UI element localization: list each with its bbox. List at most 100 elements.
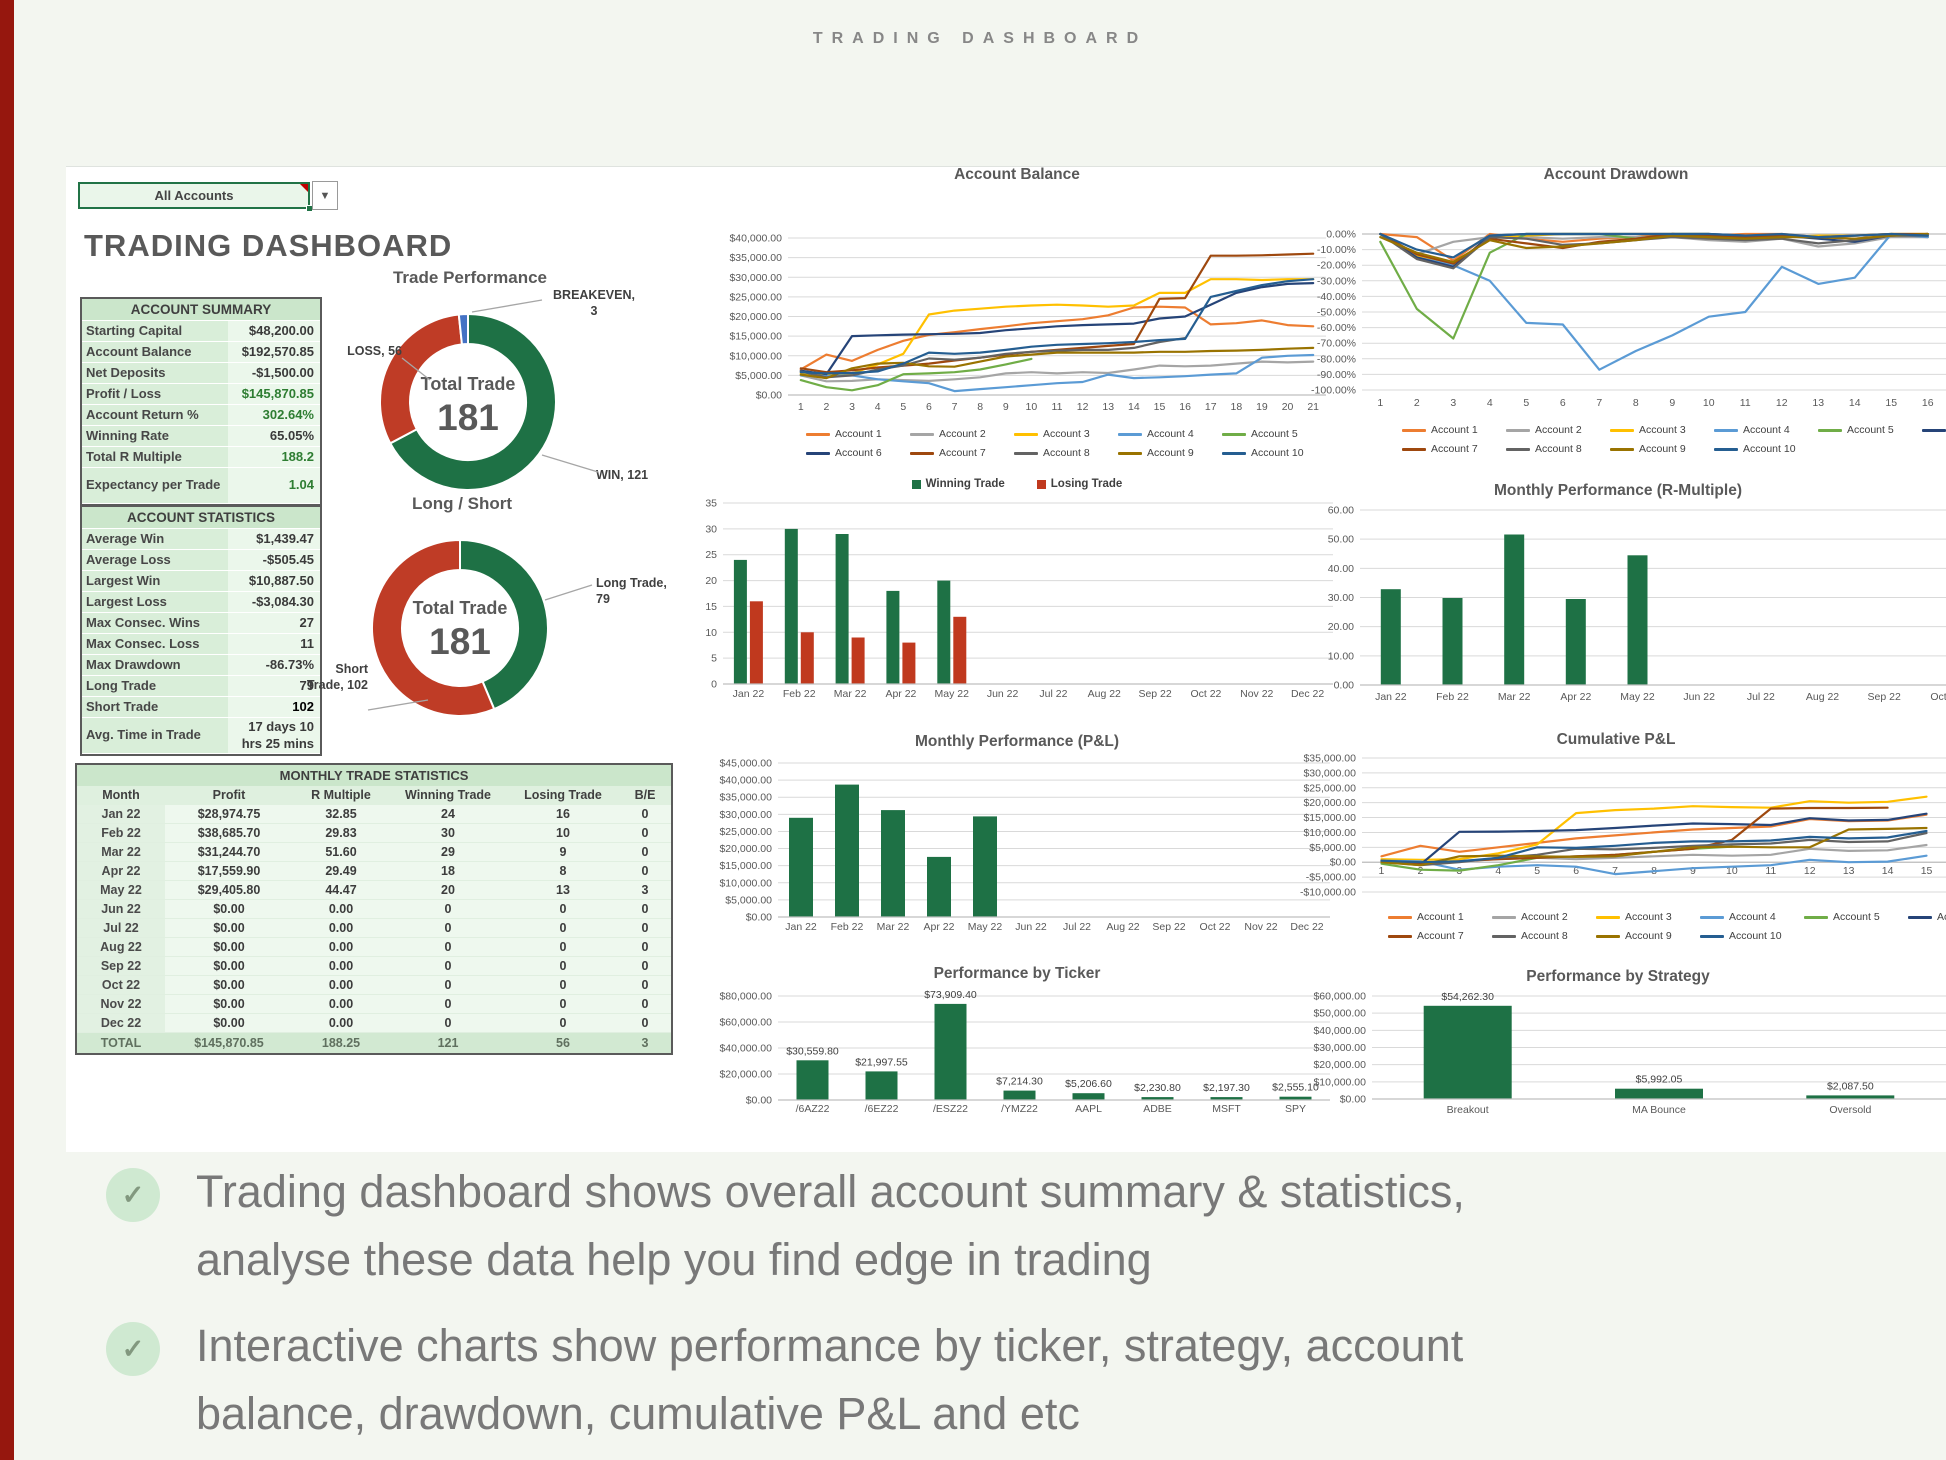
svg-text:Jun 22: Jun 22: [1683, 691, 1715, 703]
comment-indicator-icon: [300, 184, 308, 192]
svg-text:-100.00%: -100.00%: [1311, 385, 1356, 397]
chart-legend: Account 1 Account 2 Account 3 Account 4 Acco…: [1388, 911, 1946, 949]
table-row: Mar 22 $31,244.70 51.60 29 9 0: [77, 843, 671, 862]
svg-text:16: 16: [1922, 397, 1934, 409]
svg-text:$5,992.05: $5,992.05: [1636, 1074, 1683, 1086]
svg-text:-10.00%: -10.00%: [1317, 244, 1356, 256]
svg-text:/6EZ22: /6EZ22: [865, 1103, 899, 1115]
svg-text:5: 5: [1523, 397, 1529, 409]
svg-text:/6AZ22: /6AZ22: [796, 1103, 830, 1115]
svg-text:13: 13: [1812, 397, 1824, 409]
col-be: B/E: [619, 786, 671, 805]
svg-text:Dec 22: Dec 22: [1291, 688, 1324, 700]
svg-text:$2,087.50: $2,087.50: [1827, 1080, 1874, 1092]
col-rmultiple: R Multiple: [293, 786, 389, 805]
svg-text:$35,000.00: $35,000.00: [729, 252, 782, 264]
svg-text:Jul 22: Jul 22: [1039, 688, 1067, 700]
svg-text:$25,000.00: $25,000.00: [719, 826, 772, 838]
table-row: Winning Rate 65.05%: [82, 426, 320, 447]
page-title: TRADING DASHBOARD: [812, 30, 1148, 47]
svg-text:ADBE: ADBE: [1143, 1103, 1172, 1115]
chart-plot: 60.00 50.00 40.00 30.00 20.00 10.00 0.00 Jan 22…: [1328, 505, 1946, 703]
svg-text:10: 10: [705, 627, 717, 639]
monthly-trade-statistics-table[interactable]: MONTHLY TRADE STATISTICS Month Profit R …: [75, 763, 673, 1055]
svg-text:15: 15: [705, 601, 717, 613]
chart-account-balance[interactable]: Account Balance $40,000.00 $35,000.00 $30,…: [692, 160, 1342, 475]
svg-text:May 22: May 22: [935, 688, 970, 700]
svg-text:3: 3: [849, 401, 855, 413]
svg-text:4: 4: [875, 401, 881, 413]
svg-text:Oct 22: Oct 22: [1200, 921, 1231, 933]
svg-text:7: 7: [1612, 865, 1618, 877]
svg-text:Nov 22: Nov 22: [1240, 688, 1273, 700]
svg-text:9: 9: [1669, 397, 1675, 409]
footer-bullet-2: Interactive charts show performance by t…: [196, 1320, 1464, 1439]
svg-text:20: 20: [705, 575, 717, 587]
svg-text:$60,000.00: $60,000.00: [1313, 991, 1366, 1003]
svg-text:$20,000.00: $20,000.00: [729, 311, 782, 323]
svg-text:$2,197.30: $2,197.30: [1203, 1082, 1250, 1094]
check-icon: ✓: [106, 1322, 160, 1376]
chart-account-drawdown[interactable]: Account Drawdown 0.00% -10.00% -20.00% -30.…: [1286, 160, 1946, 475]
svg-text:$20,000.00: $20,000.00: [1303, 797, 1356, 809]
svg-text:11: 11: [1052, 401, 1063, 413]
svg-text:$15,000.00: $15,000.00: [729, 331, 782, 343]
chart-legend: Account 1 Account 2 Account 3 Account 4 Acco…: [806, 428, 1336, 466]
svg-text:14: 14: [1882, 865, 1894, 877]
account-filter-dropdown-button[interactable]: ▼: [312, 181, 338, 210]
chart-plot: 0.00% -10.00% -20.00% -30.00% -40.00% -50.00%…: [1311, 229, 1946, 409]
svg-text:-50.00%: -50.00%: [1317, 307, 1356, 319]
svg-text:$40,000.00: $40,000.00: [719, 775, 772, 787]
table-row: Feb 22 $38,685.70 29.83 30 10 0: [77, 824, 671, 843]
svg-text:Oct 22: Oct 22: [1190, 688, 1221, 700]
svg-text:15: 15: [1921, 865, 1933, 877]
account-statistics-table[interactable]: ACCOUNT STATISTICS Average Win $1,439.47 A…: [80, 505, 322, 756]
account-summary-table[interactable]: ACCOUNT SUMMARY Starting Capital $48,200.…: [80, 297, 322, 506]
svg-text:Sep 22: Sep 22: [1868, 691, 1901, 703]
table-row: Jul 22 $0.00 0.00 0 0 0: [77, 919, 671, 938]
account-filter-cell[interactable]: All Accounts: [78, 182, 313, 212]
chart-winning-losing-trades[interactable]: 35 30 25 20 15 10 5 0 Jan 22 Feb 22 Mar 22 Apr 22 Ma…: [692, 470, 1342, 712]
svg-text:10: 10: [1726, 865, 1738, 877]
svg-text:/ESZ22: /ESZ22: [933, 1103, 968, 1115]
svg-text:Jan 22: Jan 22: [1375, 691, 1407, 703]
svg-text:$2,230.80: $2,230.80: [1134, 1082, 1181, 1094]
svg-text:$20,000.00: $20,000.00: [1313, 1059, 1366, 1071]
trade-performance-donut[interactable]: [348, 295, 588, 509]
svg-text:$15,000.00: $15,000.00: [719, 860, 772, 872]
svg-text:$20,000.00: $20,000.00: [719, 1069, 772, 1081]
svg-text:Oversold: Oversold: [1829, 1104, 1871, 1116]
table-row: Net Deposits -$1,500.00: [82, 363, 320, 384]
chart-plot: $40,000.00 $35,000.00 $30,000.00 $25,000.00…: [729, 233, 1326, 413]
table-row: Dec 22 $0.00 0.00 0 0 0: [77, 1014, 671, 1033]
chart-performance-by-strategy[interactable]: Performance by Strategy $60,000.00 $50,00…: [1290, 960, 1946, 1138]
table-row: Avg. Time in Trade 17 days 10 hrs 25 mins: [82, 718, 320, 754]
svg-text:Mar 22: Mar 22: [877, 921, 910, 933]
svg-text:12: 12: [1804, 865, 1816, 877]
table-row: Nov 22 $0.00 0.00 0 0 0: [77, 995, 671, 1014]
col-losing: Losing Trade: [507, 786, 619, 805]
chart-performance-by-ticker[interactable]: Performance by Ticker $80,000.00 $60,000.…: [692, 960, 1342, 1138]
svg-text:$50,000.00: $50,000.00: [1313, 1008, 1366, 1020]
chart-cumulative-pnl[interactable]: Cumulative P&L $35,000.00 $30,000.00 $25,0…: [1286, 725, 1946, 960]
chart-monthly-r-multiple[interactable]: Monthly Performance (R-Multiple) 60.00 50…: [1290, 470, 1946, 712]
svg-text:7: 7: [952, 401, 958, 413]
chart-plot: $45,000.00 $40,000.00 $35,000.00 $30,000.00…: [719, 758, 1330, 933]
svg-text:Breakout: Breakout: [1447, 1104, 1489, 1116]
total-trade-value: 181: [429, 621, 491, 662]
chart-monthly-pnl[interactable]: Monthly Performance (P&L) $45,000.00 $40,…: [692, 725, 1342, 943]
long-short-donut[interactable]: [340, 522, 580, 736]
svg-text:-40.00%: -40.00%: [1317, 291, 1356, 303]
svg-text:$0.00: $0.00: [1330, 857, 1356, 869]
chart-title: Account Drawdown: [1543, 166, 1689, 183]
long-short-center: Total Trade 181: [390, 598, 530, 663]
svg-text:$40,000.00: $40,000.00: [719, 1043, 772, 1055]
svg-text:AAPL: AAPL: [1075, 1103, 1102, 1115]
svg-text:-60.00%: -60.00%: [1317, 322, 1356, 334]
svg-text:$2,555.10: $2,555.10: [1272, 1082, 1319, 1094]
chart-legend: Account 1 Account 2 Account 3 Account 4 Acco…: [1402, 424, 1946, 462]
svg-text:Feb 22: Feb 22: [783, 688, 816, 700]
svg-text:$80,000.00: $80,000.00: [719, 991, 772, 1003]
table-row: Oct 22 $0.00 0.00 0 0 0: [77, 976, 671, 995]
svg-text:-90.00%: -90.00%: [1317, 369, 1356, 381]
